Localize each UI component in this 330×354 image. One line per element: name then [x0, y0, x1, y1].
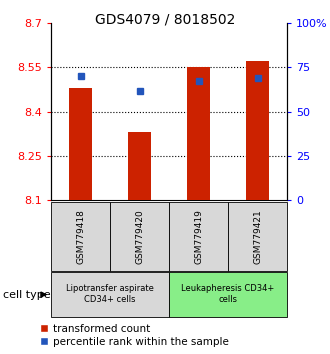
Text: GSM779421: GSM779421: [253, 209, 262, 264]
Text: GSM779418: GSM779418: [76, 209, 85, 264]
Text: GSM779420: GSM779420: [135, 209, 144, 264]
Bar: [110, 202, 169, 271]
Bar: [246, 61, 269, 200]
Bar: [51, 202, 110, 271]
Text: cell type: cell type: [3, 290, 51, 300]
Text: GSM779419: GSM779419: [194, 209, 203, 264]
Text: Lipotransfer aspirate
CD34+ cells: Lipotransfer aspirate CD34+ cells: [66, 285, 154, 304]
Bar: [51, 272, 169, 317]
Bar: [228, 202, 287, 271]
Text: Leukapheresis CD34+
cells: Leukapheresis CD34+ cells: [182, 285, 275, 304]
Text: GDS4079 / 8018502: GDS4079 / 8018502: [95, 12, 235, 27]
Bar: [169, 202, 228, 271]
Bar: [187, 67, 211, 200]
Bar: [69, 88, 92, 200]
Legend: transformed count, percentile rank within the sample: transformed count, percentile rank withi…: [38, 322, 231, 349]
Bar: [128, 132, 151, 200]
Bar: [169, 272, 287, 317]
